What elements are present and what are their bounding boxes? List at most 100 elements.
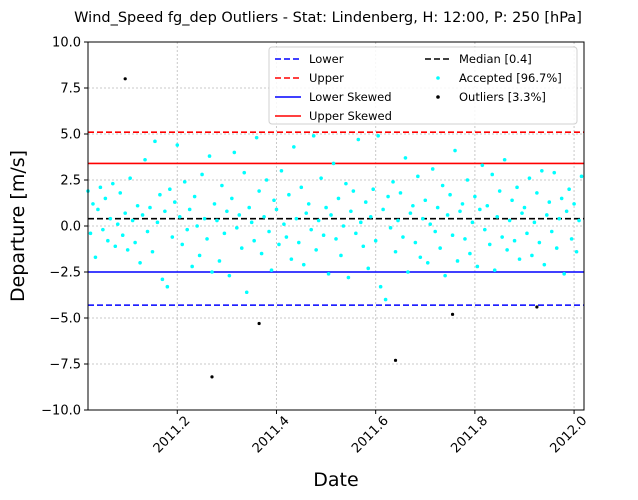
accepted-point <box>192 194 197 199</box>
accepted-point <box>210 270 214 274</box>
accepted-point <box>341 224 346 228</box>
accepted-point <box>401 235 405 239</box>
accepted-point <box>242 170 247 175</box>
accepted-point <box>98 185 103 190</box>
accepted-point <box>227 273 232 278</box>
accepted-point <box>118 191 123 195</box>
accepted-point <box>567 187 571 191</box>
outlier-point <box>123 77 127 81</box>
accepted-point <box>138 261 142 265</box>
accepted-point <box>168 187 172 191</box>
accepted-point <box>483 227 487 232</box>
accepted-point <box>381 207 385 212</box>
accepted-point <box>512 238 517 243</box>
accepted-point <box>557 216 561 221</box>
accepted-point <box>406 270 410 274</box>
accepted-point <box>433 229 438 234</box>
accepted-point <box>485 203 490 208</box>
x-axis-label: Date <box>313 469 358 491</box>
accepted-point <box>235 226 239 230</box>
y-tick-label: 0.0 <box>60 220 81 235</box>
accepted-point <box>259 251 264 256</box>
accepted-point <box>91 202 95 206</box>
accepted-point <box>473 194 477 199</box>
accepted-point <box>448 192 452 197</box>
accepted-point <box>542 262 547 267</box>
accepted-point <box>195 224 199 228</box>
accepted-point <box>552 170 557 175</box>
accepted-point <box>579 174 584 179</box>
accepted-point <box>336 196 341 201</box>
accepted-point <box>408 211 413 215</box>
legend-label: Upper Skewed <box>309 109 392 123</box>
accepted-point <box>545 213 549 217</box>
accepted-point <box>225 209 229 214</box>
accepted-point <box>304 211 309 215</box>
legend-point-swatch <box>436 76 440 80</box>
accepted-point <box>495 215 500 219</box>
outlier-point <box>210 375 214 379</box>
accepted-point <box>197 253 202 258</box>
accepted-point <box>371 187 376 191</box>
accepted-point <box>237 213 242 217</box>
accepted-point <box>123 211 127 215</box>
accepted-point <box>363 200 368 204</box>
accepted-point <box>130 218 135 223</box>
accepted-point <box>133 240 137 245</box>
accepted-point <box>120 233 125 237</box>
outlier-point <box>535 305 539 309</box>
accepted-point <box>244 290 249 295</box>
accepted-point <box>101 227 105 232</box>
x-tick-label: 2011.8 <box>448 414 491 457</box>
accepted-point <box>324 205 328 210</box>
accepted-point <box>128 176 132 180</box>
accepted-point <box>177 215 182 219</box>
accepted-point <box>530 253 534 258</box>
y-tick-label: 7.5 <box>60 82 81 97</box>
accepted-point <box>435 205 440 210</box>
accepted-point <box>140 213 145 217</box>
accepted-point <box>301 262 306 267</box>
accepted-point <box>111 181 115 186</box>
accepted-point <box>272 198 276 203</box>
accepted-point <box>153 139 157 144</box>
accepted-point <box>287 192 291 197</box>
accepted-point <box>386 194 390 199</box>
accepted-point <box>170 235 175 239</box>
accepted-point <box>368 215 373 219</box>
chart-title: Wind_Speed fg_dep Outliers - Stat: Linde… <box>74 10 582 26</box>
accepted-point <box>215 218 219 223</box>
accepted-point <box>314 248 318 252</box>
legend-label: Accepted [96.7%] <box>459 71 562 85</box>
accepted-point <box>113 244 118 249</box>
accepted-point <box>316 218 321 223</box>
accepted-point <box>115 222 120 226</box>
accepted-point <box>299 185 304 190</box>
accepted-point <box>257 189 261 193</box>
accepted-point <box>306 202 311 206</box>
accepted-point <box>388 226 393 230</box>
legend-label: Lower Skewed <box>309 90 392 104</box>
accepted-point <box>458 209 462 214</box>
accepted-point <box>160 277 165 282</box>
accepted-point <box>267 229 271 234</box>
accepted-point <box>572 202 576 206</box>
accepted-point <box>311 134 316 138</box>
outlier-point <box>393 358 398 362</box>
accepted-point <box>180 242 185 247</box>
accepted-point <box>230 196 234 201</box>
accepted-point <box>334 237 338 241</box>
y-tick-label: −7.5 <box>49 358 81 373</box>
accepted-point <box>398 191 403 195</box>
accepted-point <box>478 207 482 212</box>
y-tick-label: −2.5 <box>49 266 81 281</box>
y-axis-label: Departure [m/s] <box>7 150 29 302</box>
accepted-point <box>217 259 222 263</box>
accepted-point <box>212 202 217 206</box>
accepted-point <box>205 237 209 241</box>
accepted-point <box>505 248 509 252</box>
accepted-point <box>562 272 566 276</box>
accepted-point <box>510 198 514 203</box>
accepted-point <box>292 145 296 149</box>
